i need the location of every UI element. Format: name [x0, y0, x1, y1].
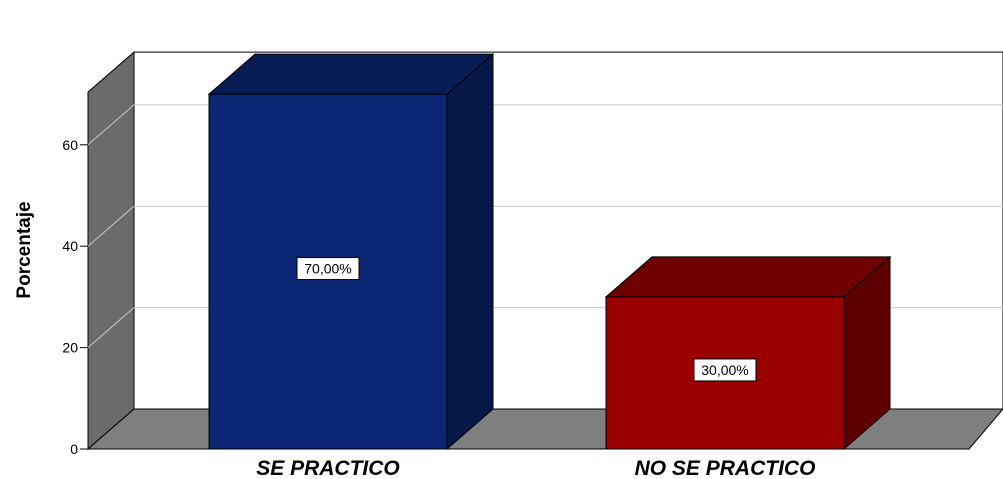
gridline-side — [87, 307, 135, 348]
y-tick-label: 0 — [70, 441, 78, 457]
bar-side-face — [446, 53, 494, 451]
gridline-side — [87, 104, 135, 146]
x-category-label: SE PRACTICO — [256, 457, 400, 479]
y-tick-label: 60 — [62, 137, 78, 153]
bar: 70,00% — [207, 53, 495, 451]
bars: 70,00% 30,00% — [207, 53, 892, 451]
bar: 30,00% — [604, 255, 892, 451]
side-wall — [87, 51, 135, 451]
data-label: 30,00% — [701, 362, 748, 378]
x-category-label: NO SE PRACTICO — [635, 457, 816, 479]
data-label: 70,00% — [304, 261, 351, 277]
y-axis-title: Porcentaje — [14, 201, 35, 298]
gridline-side — [87, 205, 135, 247]
y-axis-ticks: 0 20 40 60 — [62, 137, 88, 457]
bar-top-face — [207, 53, 495, 95]
x-axis-categories: SE PRACTICO NO SE PRACTICO — [256, 457, 815, 479]
y-tick-label: 40 — [62, 238, 78, 254]
bar-top-face — [604, 256, 892, 298]
data-label-box — [296, 257, 360, 281]
data-label-box — [693, 358, 757, 382]
y-tick-label: 20 — [62, 340, 78, 356]
